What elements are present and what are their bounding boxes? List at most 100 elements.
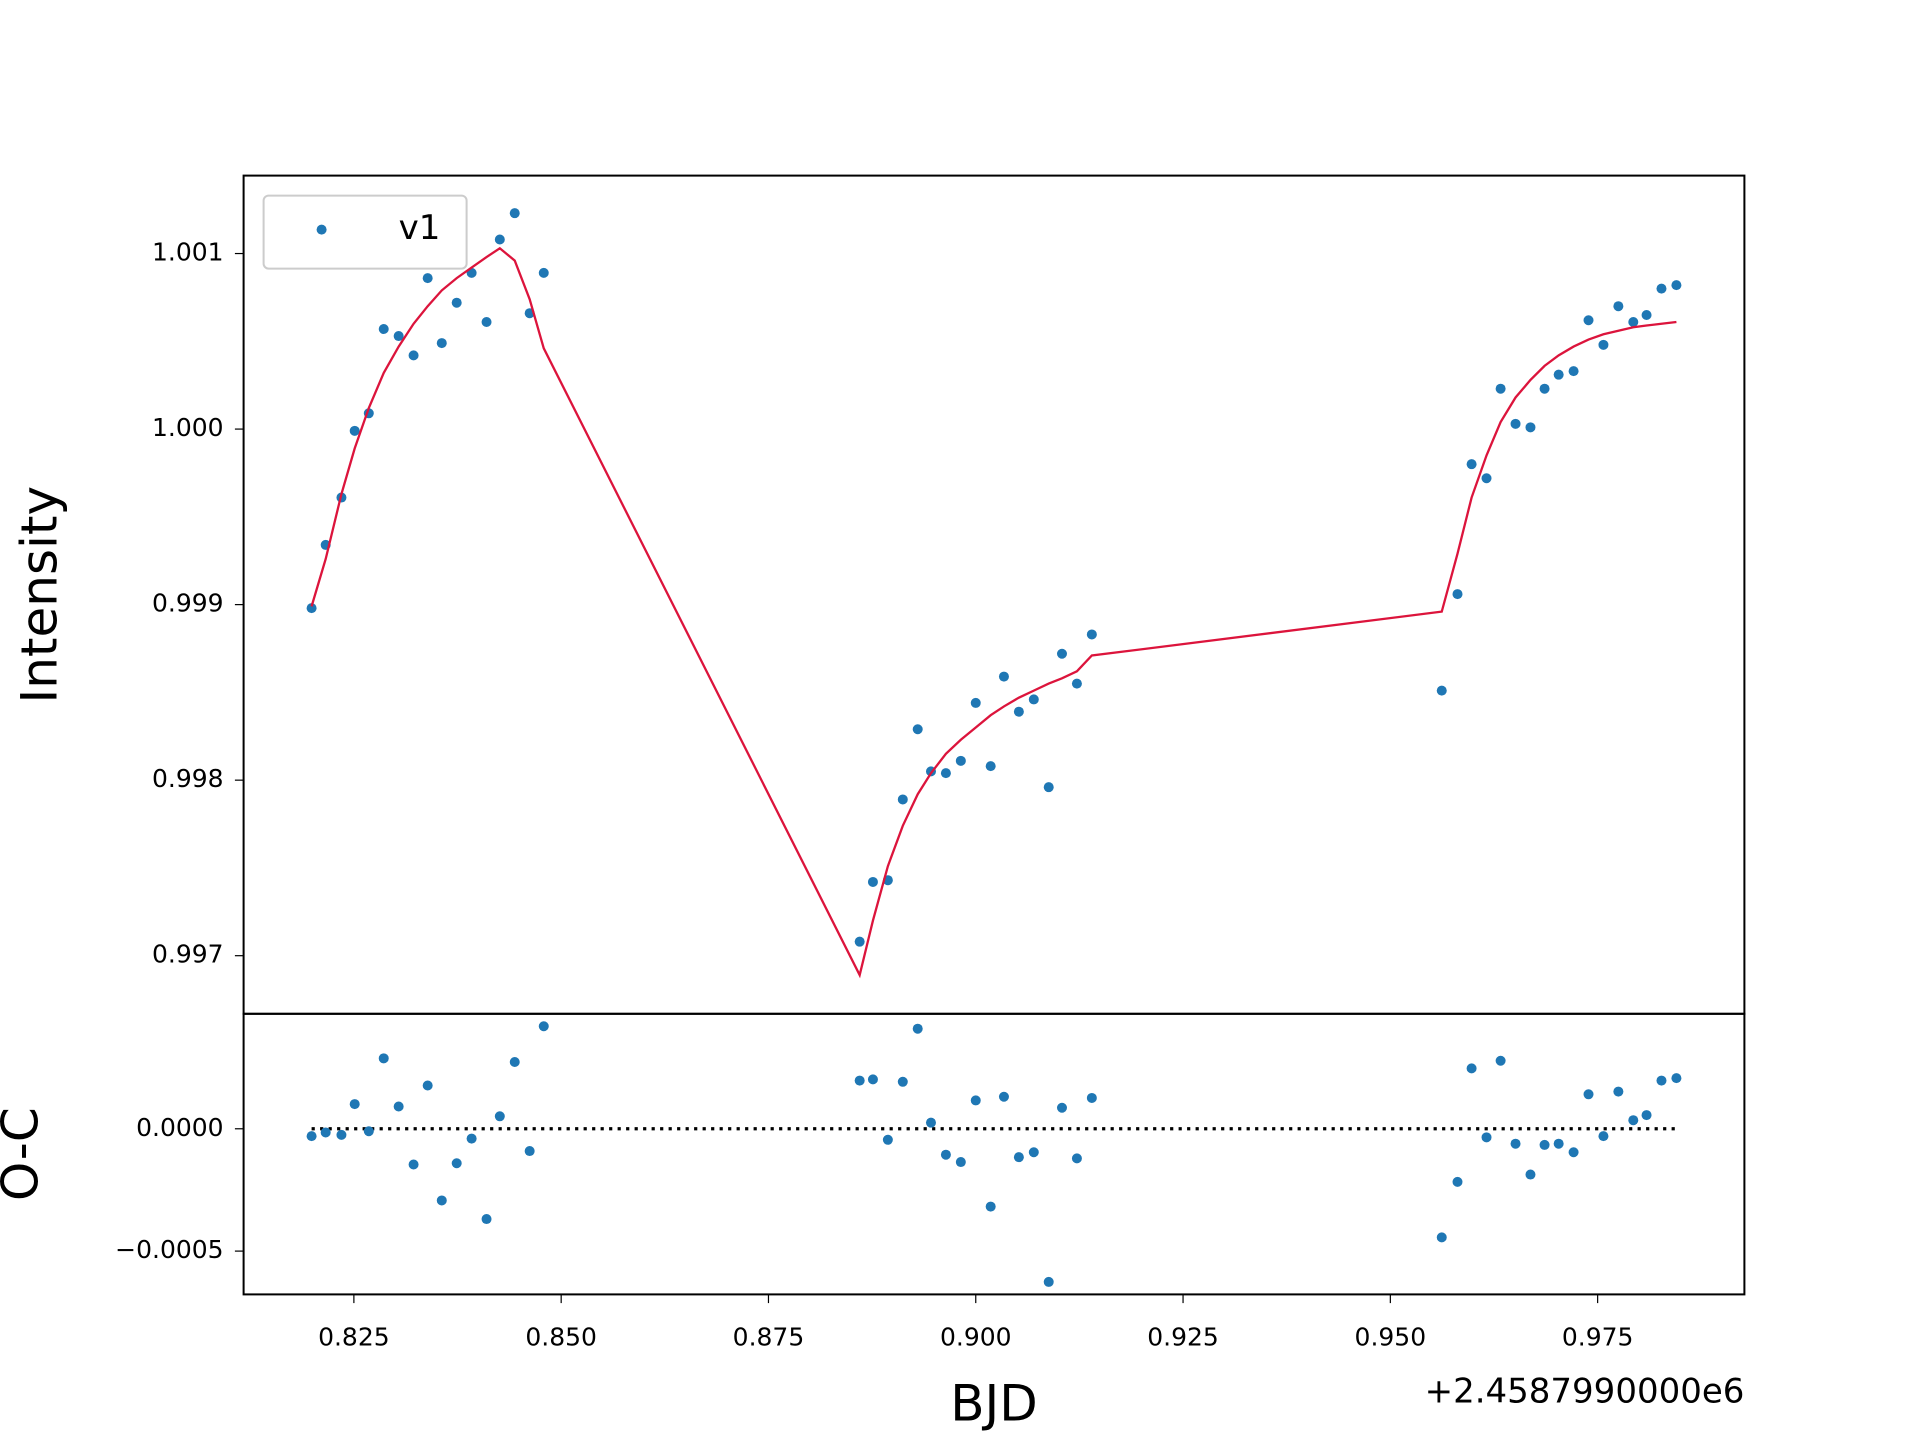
plot-frame: [242, 174, 1746, 1015]
data-point: [925, 1117, 936, 1128]
data-point: [1071, 678, 1082, 689]
data-point: [524, 1146, 535, 1157]
data-point: [1671, 280, 1682, 291]
x-tick-label: 0.900: [940, 1322, 1012, 1351]
data-point: [306, 603, 317, 614]
data-point: [363, 1126, 374, 1137]
data-point: [912, 724, 923, 735]
x-tick-label: 0.950: [1355, 1322, 1427, 1351]
data-point: [1671, 1073, 1682, 1084]
data-point: [1510, 418, 1521, 429]
data-point: [1628, 1115, 1639, 1126]
data-point: [481, 316, 492, 327]
data-point: [1028, 694, 1039, 705]
data-point: [1656, 1075, 1667, 1086]
data-point: [422, 273, 433, 284]
y-tick-label: −0.0005: [115, 1235, 223, 1264]
y-axis-label: O-C: [0, 1107, 50, 1201]
data-point: [538, 267, 549, 278]
data-point: [1481, 1132, 1492, 1143]
data-point: [1452, 589, 1463, 600]
data-point: [1568, 1147, 1579, 1158]
data-point: [509, 1056, 520, 1067]
data-point: [1656, 283, 1667, 294]
data-point: [1495, 1055, 1506, 1066]
data-point: [897, 1076, 908, 1087]
data-point: [1043, 782, 1054, 793]
data-point: [955, 1157, 966, 1168]
data-point: [1436, 1232, 1447, 1243]
y-tick-label: 0.999: [152, 589, 224, 618]
data-point: [451, 297, 462, 308]
data-point: [970, 697, 981, 708]
data-point: [1510, 1138, 1521, 1149]
data-point: [985, 761, 996, 772]
data-point: [320, 1127, 331, 1138]
data-point: [378, 1053, 389, 1064]
data-point: [1539, 1139, 1550, 1150]
data-point: [306, 1131, 317, 1142]
x-axis-label: BJD: [950, 1375, 1038, 1433]
data-point: [436, 338, 447, 349]
data-point: [349, 1099, 360, 1110]
data-point: [1028, 1147, 1039, 1158]
y-tick-label: 0.0000: [136, 1113, 223, 1142]
data-point: [538, 1021, 549, 1032]
y-axis-label: Intensity: [11, 486, 69, 704]
data-point: [912, 1023, 923, 1034]
legend-box: [262, 194, 468, 270]
data-point: [1013, 1152, 1024, 1163]
data-point: [1598, 339, 1609, 350]
legend-label: v1: [399, 208, 441, 248]
data-point: [336, 1129, 347, 1140]
data-point: [897, 794, 908, 805]
legend-marker: [316, 224, 327, 235]
data-point: [481, 1214, 492, 1225]
y-tick-label: 0.998: [152, 764, 224, 793]
data-point: [1086, 629, 1097, 640]
data-point: [940, 768, 951, 779]
data-point: [494, 1111, 505, 1122]
data-point: [1539, 383, 1550, 394]
data-point: [867, 876, 878, 887]
data-point: [393, 331, 404, 342]
data-point: [1056, 648, 1067, 659]
data-point: [1525, 422, 1536, 433]
x-tick-label: 0.825: [318, 1322, 390, 1351]
x-tick-label: 0.925: [1147, 1322, 1219, 1351]
data-point: [1495, 383, 1506, 394]
data-point: [854, 936, 865, 947]
model-line: [310, 246, 1677, 979]
data-point: [494, 234, 505, 245]
data-point: [1598, 1131, 1609, 1142]
data-point: [1641, 309, 1652, 320]
data-point: [466, 1133, 477, 1144]
data-point: [1613, 301, 1624, 312]
data-point: [1553, 369, 1564, 380]
data-point: [854, 1075, 865, 1086]
data-point: [509, 208, 520, 219]
data-point: [1583, 1089, 1594, 1100]
data-point: [970, 1095, 981, 1106]
data-point: [1583, 315, 1594, 326]
data-point: [451, 1158, 462, 1169]
x-offset-label: +2.4587990000e6: [1425, 1372, 1745, 1412]
data-point: [985, 1201, 996, 1212]
data-point: [408, 350, 419, 361]
data-point: [998, 1091, 1009, 1102]
y-tick-label: 0.997: [152, 940, 224, 969]
data-point: [1466, 1063, 1477, 1074]
data-point: [393, 1101, 404, 1112]
data-point: [1086, 1092, 1097, 1103]
y-tick-label: 1.001: [152, 238, 224, 267]
data-point: [1641, 1110, 1652, 1121]
data-point: [1436, 685, 1447, 696]
data-point: [1613, 1086, 1624, 1097]
data-point: [1466, 459, 1477, 470]
data-point: [1568, 366, 1579, 377]
data-point: [1628, 316, 1639, 327]
y-tick-label: 1.000: [152, 413, 224, 442]
plot-frame: [242, 1012, 1746, 1296]
data-point: [955, 755, 966, 766]
